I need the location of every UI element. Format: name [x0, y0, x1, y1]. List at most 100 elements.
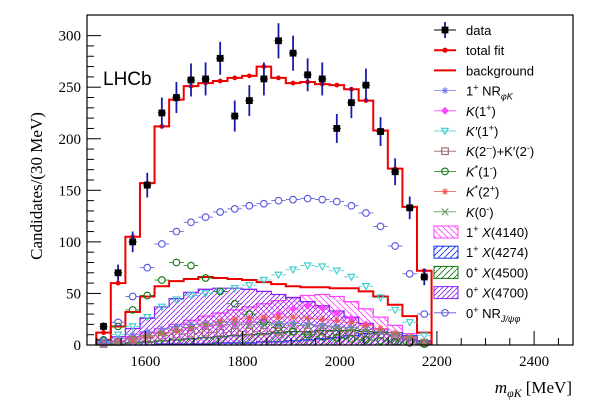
legend-label-part: K: [466, 205, 476, 220]
legend-label-part: (4140): [491, 225, 529, 240]
legend-label-part: ): [492, 104, 496, 119]
series-point: [332, 267, 342, 276]
series-0-nr-j: [96, 194, 432, 345]
legend-symbol: [441, 167, 449, 176]
series-point: [390, 306, 400, 315]
series-point: [128, 292, 137, 301]
series-point: [332, 309, 341, 317]
legend-label-part: 1: [466, 245, 473, 260]
legend-label-part: (4274): [491, 245, 529, 260]
legend-entry: 0+ NRJ/ψφ: [434, 305, 520, 324]
legend-label-part: -: [489, 143, 492, 153]
data-point: [391, 168, 399, 176]
legend-label-part: K: [466, 144, 476, 159]
series-point: [288, 266, 298, 275]
series-point: [333, 323, 341, 332]
series-point: [391, 330, 399, 339]
series-point: [114, 322, 122, 331]
data-point: [143, 181, 151, 189]
series-point: [230, 327, 239, 336]
series-point: [376, 327, 385, 336]
series-point: [289, 321, 297, 330]
series-point: [333, 316, 341, 324]
series-point: [173, 323, 180, 330]
series-point: [420, 332, 429, 341]
legend-symbol: [441, 87, 449, 94]
data-point: [318, 75, 326, 83]
x-tick-label: 1600: [130, 354, 160, 370]
series-point: [274, 327, 283, 336]
series-point: [318, 315, 326, 323]
data-point: [158, 109, 166, 117]
data-point: [202, 75, 209, 83]
series-data: [99, 23, 429, 331]
series-point: [202, 321, 209, 328]
legend-label-part: +: [473, 264, 478, 274]
series-point: [332, 197, 341, 206]
data-point: [304, 71, 312, 79]
series-point: [128, 335, 137, 343]
series-point: [129, 331, 136, 338]
legend-symbol: [441, 26, 449, 34]
series-point: [245, 320, 254, 329]
series-point: [275, 320, 282, 327]
series-point: [260, 199, 268, 208]
legend-entry: K*(2+): [434, 184, 499, 200]
legend-label-part: ): [489, 205, 493, 220]
legend-label: 1+ X(4274): [466, 244, 528, 260]
series-point: [289, 305, 297, 313]
series-point: [347, 334, 356, 343]
series-point: [231, 320, 239, 329]
series-point: [303, 301, 312, 310]
legend-symbol: [433, 286, 459, 300]
series-point: [318, 195, 327, 204]
series-point: [405, 269, 414, 278]
series-point: [317, 263, 327, 272]
legend-entry: K′(1+): [434, 123, 498, 139]
x-tick-label: 2200: [422, 354, 452, 370]
series-point: [289, 320, 297, 327]
series-point: [216, 328, 225, 337]
total-fit-point: [334, 82, 340, 88]
total-fit-point: [276, 75, 281, 81]
legend-label-part: *: [475, 184, 479, 194]
legend-label: K(2--)+K′(2-): [466, 143, 534, 159]
legend-label: 0+ NRJ/ψφ: [466, 305, 520, 324]
y-tick-label: 50: [66, 286, 81, 302]
background-step-line: [95, 275, 433, 345]
legend-symbol: [441, 188, 449, 195]
series-point: [114, 318, 122, 327]
data-point: [231, 112, 239, 120]
legend-label: total fit: [466, 43, 505, 58]
series-point: [157, 303, 167, 312]
series-point: [113, 331, 123, 340]
series-point: [173, 327, 180, 334]
series-point: [157, 276, 166, 284]
total-fit-point: [246, 73, 252, 79]
legend-symbol: [433, 245, 459, 259]
series-point: [304, 314, 311, 322]
series-point: [260, 313, 268, 321]
series-background: [95, 275, 433, 345]
legend-label-part: 0: [466, 306, 473, 321]
legend-label: 1+ X(4140): [466, 224, 528, 240]
legend-label-part: ): [530, 144, 534, 159]
legend-label: 0+ X(4700): [466, 285, 528, 301]
series-point: [201, 321, 210, 330]
x-tick-label: 1800: [228, 354, 258, 370]
data-point: [406, 204, 414, 212]
series-point: [304, 321, 311, 328]
series-point: [348, 324, 355, 331]
series-point: [216, 208, 225, 216]
data-point: [347, 99, 355, 107]
series-point: [333, 323, 341, 330]
legend-label-part: X: [479, 286, 493, 301]
experiment-label: LHCb: [103, 69, 152, 90]
series-point: [129, 336, 136, 344]
data-point: [216, 54, 224, 62]
legend-entry: K(1+): [434, 103, 496, 119]
series-point: [158, 325, 166, 332]
series-point: [347, 201, 356, 210]
